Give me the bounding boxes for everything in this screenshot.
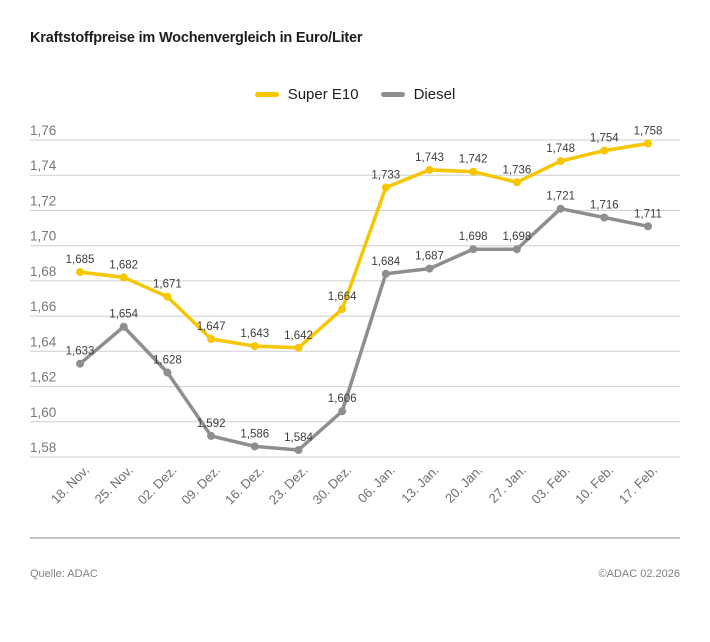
value-label-super-e10: 1,643 xyxy=(240,328,269,340)
data-point-super-e10 xyxy=(425,165,434,174)
legend-item-super-e10: Super E10 xyxy=(254,86,359,103)
x-axis-tick-label: 20. Jan. xyxy=(442,463,485,506)
value-label-super-e10: 1,647 xyxy=(197,321,226,333)
value-label-super-e10: 1,742 xyxy=(459,154,488,166)
value-label-diesel: 1,606 xyxy=(328,393,357,405)
diesel-line-swatch xyxy=(380,92,405,97)
series-line-super-e10 xyxy=(78,141,650,350)
y-axis-tick-label: 1,58 xyxy=(30,440,56,455)
value-label-diesel: 1,716 xyxy=(590,200,619,212)
y-axis-tick-label: 1,74 xyxy=(30,158,57,173)
value-label-super-e10: 1,733 xyxy=(371,170,400,182)
value-label-diesel: 1,654 xyxy=(109,309,138,321)
value-label-diesel: 1,633 xyxy=(66,346,95,358)
value-label-diesel: 1,687 xyxy=(415,251,444,263)
y-axis-tick-label: 1,76 xyxy=(30,123,56,138)
value-label-diesel: 1,584 xyxy=(284,432,313,444)
data-point-diesel xyxy=(207,431,216,440)
x-axis-tick-label: 16. Dez. xyxy=(222,463,267,508)
legend-item-diesel: Diesel xyxy=(380,86,456,103)
super-e10-line-swatch xyxy=(254,92,279,97)
x-axis-tick-label: 10. Feb. xyxy=(572,463,616,507)
data-point-super-e10 xyxy=(163,292,172,301)
data-point-diesel xyxy=(381,269,390,278)
value-label-diesel: 1,721 xyxy=(546,191,575,203)
value-label-diesel: 1,698 xyxy=(459,231,488,243)
data-point-super-e10 xyxy=(294,343,303,352)
y-axis-tick-label: 1,68 xyxy=(30,264,56,279)
data-point-diesel xyxy=(425,264,434,273)
chart-title: Kraftstoffpreise im Wochenvergleich in E… xyxy=(30,30,363,46)
x-axis-tick-label: 18. Nov. xyxy=(48,463,92,507)
data-point-super-e10 xyxy=(600,146,609,155)
y-axis-tick-label: 1,60 xyxy=(30,405,56,420)
y-axis-tick-label: 1,66 xyxy=(30,299,56,314)
data-point-diesel xyxy=(294,446,303,454)
data-point-super-e10 xyxy=(250,342,259,351)
data-point-super-e10 xyxy=(207,335,216,343)
y-axis-tick-label: 1,70 xyxy=(30,229,56,244)
legend-label-diesel: Diesel xyxy=(413,86,456,103)
data-point-diesel xyxy=(163,368,172,377)
data-point-diesel xyxy=(338,407,347,416)
value-label-diesel: 1,698 xyxy=(503,231,532,243)
data-point-super-e10 xyxy=(644,139,652,148)
value-label-super-e10: 1,642 xyxy=(284,330,313,342)
value-label-diesel: 1,684 xyxy=(371,256,400,268)
x-axis-tick-label: 23. Dez. xyxy=(266,463,311,508)
data-point-super-e10 xyxy=(512,178,521,187)
y-axis-tick-label: 1,62 xyxy=(30,370,56,385)
x-axis-tick-label: 27. Jan. xyxy=(486,463,529,506)
value-label-super-e10: 1,736 xyxy=(503,164,532,176)
legend-label-super-e10: Super E10 xyxy=(287,86,359,103)
value-label-super-e10: 1,682 xyxy=(109,259,138,271)
value-label-super-e10: 1,743 xyxy=(415,152,444,164)
data-point-diesel xyxy=(512,245,521,254)
data-point-super-e10 xyxy=(76,268,84,277)
value-label-super-e10: 1,758 xyxy=(634,126,663,138)
data-point-super-e10 xyxy=(381,183,390,192)
copyright-note: ©ADAC 02.2026 xyxy=(598,568,681,580)
x-axis-tick-label: 03. Feb. xyxy=(528,463,572,507)
footer: Quelle: ADAC ©ADAC 02.2026 xyxy=(30,568,680,580)
value-label-super-e10: 1,671 xyxy=(153,279,182,291)
value-label-diesel: 1,628 xyxy=(153,355,182,367)
footer-divider xyxy=(30,537,680,539)
value-label-diesel: 1,586 xyxy=(240,428,269,440)
y-axis-tick-label: 1,72 xyxy=(30,193,56,208)
x-axis-tick-label: 09. Dez. xyxy=(178,463,223,508)
value-label-super-e10: 1,664 xyxy=(328,291,357,303)
data-point-diesel xyxy=(250,442,259,451)
y-axis-tick-label: 1,64 xyxy=(30,334,57,349)
data-point-super-e10 xyxy=(338,305,347,314)
data-point-super-e10 xyxy=(119,273,128,282)
data-point-diesel xyxy=(644,222,652,231)
value-label-super-e10: 1,748 xyxy=(546,143,575,155)
data-point-diesel xyxy=(556,204,565,213)
data-point-diesel xyxy=(469,245,478,254)
value-label-diesel: 1,592 xyxy=(197,418,226,430)
x-axis-tick-label: 02. Dez. xyxy=(135,463,180,508)
legend: Super E10 Diesel xyxy=(0,86,710,103)
data-point-diesel xyxy=(119,322,128,331)
x-axis-tick-label: 13. Jan. xyxy=(398,463,441,506)
data-point-super-e10 xyxy=(556,157,565,166)
source-note: Quelle: ADAC xyxy=(30,568,98,580)
x-axis-tick-label: 17. Feb. xyxy=(616,463,660,507)
data-point-diesel xyxy=(76,359,84,368)
data-point-super-e10 xyxy=(469,167,478,176)
x-axis-tick-label: 06. Jan. xyxy=(355,463,398,506)
value-label-super-e10: 1,685 xyxy=(66,254,95,266)
x-axis-tick-label: 30. Dez. xyxy=(309,463,354,508)
series-line-diesel xyxy=(78,206,650,452)
value-label-diesel: 1,711 xyxy=(634,208,662,220)
data-point-diesel xyxy=(600,213,609,222)
x-axis-tick-label: 25. Nov. xyxy=(92,463,136,507)
value-label-super-e10: 1,754 xyxy=(590,133,619,145)
